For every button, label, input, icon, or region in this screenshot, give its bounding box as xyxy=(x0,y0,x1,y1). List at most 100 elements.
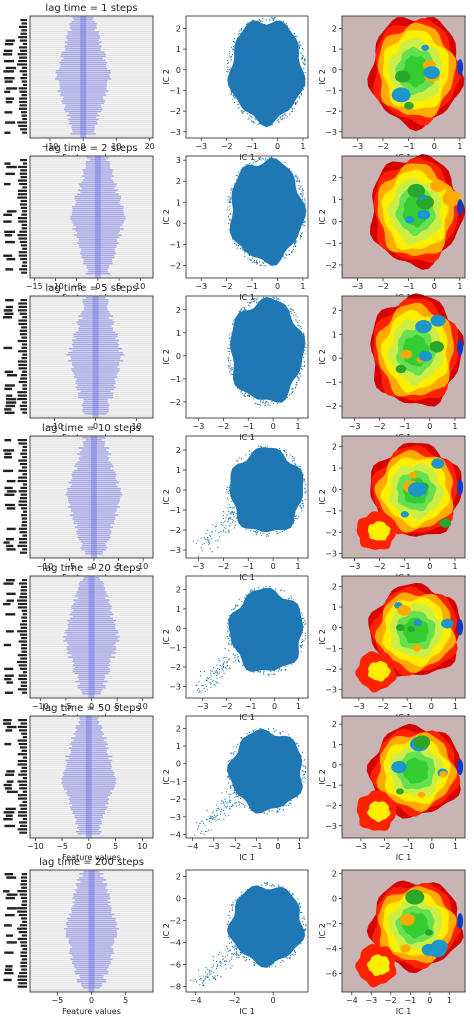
scatter-point xyxy=(268,402,270,404)
scatter-point xyxy=(240,172,242,174)
scatter-point xyxy=(299,905,301,907)
axes-frame xyxy=(341,575,466,699)
feature-name-mark xyxy=(3,722,11,725)
feature-name-mark xyxy=(20,299,27,302)
free-energy-minimum xyxy=(457,619,464,636)
scatter-point xyxy=(246,732,248,734)
scatter-point xyxy=(228,643,230,646)
scatter-point xyxy=(297,904,299,906)
scatter-point xyxy=(247,888,249,891)
feature-bar xyxy=(82,406,109,409)
feature-name-mark xyxy=(17,753,27,756)
scatter-point xyxy=(263,296,265,298)
x-tick-label: 1 xyxy=(452,422,457,431)
scatter-point xyxy=(282,255,284,258)
feature-name-mark xyxy=(22,579,27,582)
scatter-point xyxy=(297,43,299,46)
feature-name-mark xyxy=(18,664,27,667)
scatter-point xyxy=(302,205,305,207)
feature-bar xyxy=(82,443,105,445)
feature-bar xyxy=(76,201,120,204)
scatter-point xyxy=(229,801,231,803)
scatter-points xyxy=(193,727,307,836)
scatter-point xyxy=(294,38,297,40)
free-energy-tail xyxy=(367,660,391,682)
feature-bar xyxy=(75,226,120,228)
scatter-point xyxy=(288,253,290,256)
scatter-point xyxy=(237,899,239,902)
feature-name-mark xyxy=(6,592,16,596)
scatter-point xyxy=(265,585,267,588)
scatter-point xyxy=(302,221,304,224)
scatter-point xyxy=(220,965,222,968)
scatter-point xyxy=(294,742,296,744)
scatter-point xyxy=(262,158,265,160)
scatter-point xyxy=(249,301,251,304)
scatter-point xyxy=(214,978,217,981)
feature-bar xyxy=(77,587,106,589)
feature-name-mark xyxy=(17,630,27,633)
scatter-point xyxy=(303,617,305,619)
feature-name-mark xyxy=(19,462,27,466)
scatter-point xyxy=(280,23,283,26)
feature-bar xyxy=(67,926,116,928)
scatter-point xyxy=(238,457,240,459)
scatter-point xyxy=(301,484,304,486)
feature-name-mark xyxy=(17,394,27,397)
scatter-point xyxy=(298,185,300,187)
feature-bar xyxy=(73,341,118,344)
scatter-point xyxy=(234,899,236,901)
scatter-point xyxy=(243,395,245,397)
feature-name-mark xyxy=(18,367,27,370)
feature-bar xyxy=(62,98,104,100)
x-tick-label: −10 xyxy=(46,422,63,431)
scatter-point xyxy=(228,931,230,934)
scatter-point xyxy=(229,197,231,199)
scatter-point xyxy=(281,115,284,117)
feature-bar xyxy=(74,966,109,969)
scatter-point xyxy=(201,978,203,980)
scatter-point xyxy=(232,947,234,949)
free-energy-basin xyxy=(423,66,440,80)
feature-bar xyxy=(65,755,113,758)
feature-bar xyxy=(81,248,115,251)
scatter-point xyxy=(229,934,231,936)
scatter-point xyxy=(264,159,266,161)
scatter-point xyxy=(301,57,303,59)
scatter-point xyxy=(228,209,230,211)
scatter-point xyxy=(234,944,236,946)
scatter-point xyxy=(299,186,301,188)
scatter-point xyxy=(300,328,302,330)
scatter-point xyxy=(245,528,247,530)
scatter-point xyxy=(299,465,301,468)
scatter-point xyxy=(249,163,251,165)
scatter-point xyxy=(244,806,246,808)
x-tick-label: 0 xyxy=(429,842,434,851)
feature-core xyxy=(88,576,95,698)
scatter-point xyxy=(227,769,230,771)
scatter-point xyxy=(238,956,240,959)
scatter-point xyxy=(248,304,250,306)
scatter-point xyxy=(203,833,205,835)
scatter-point xyxy=(234,97,236,99)
scatter-point xyxy=(298,320,300,322)
feature-name-mark xyxy=(18,797,27,800)
scatter-point xyxy=(251,261,254,263)
feature-name-mark xyxy=(5,934,14,937)
scatter-point xyxy=(273,731,276,733)
scatter-point xyxy=(209,676,211,678)
scatter-point xyxy=(242,312,244,314)
scatter-point xyxy=(303,224,306,227)
scatter-point xyxy=(223,813,225,815)
scatter-point xyxy=(302,74,305,76)
scatter-point xyxy=(289,894,291,897)
scatter-point xyxy=(257,962,259,964)
x-tick-label: −3 xyxy=(351,142,363,151)
scatter-point xyxy=(236,41,238,43)
feature-name-mark xyxy=(3,449,15,452)
scatter-point xyxy=(302,57,304,59)
scatter-point xyxy=(281,530,284,532)
scatter-point xyxy=(303,759,306,761)
fe-ylabel: IC 2 xyxy=(318,629,327,645)
